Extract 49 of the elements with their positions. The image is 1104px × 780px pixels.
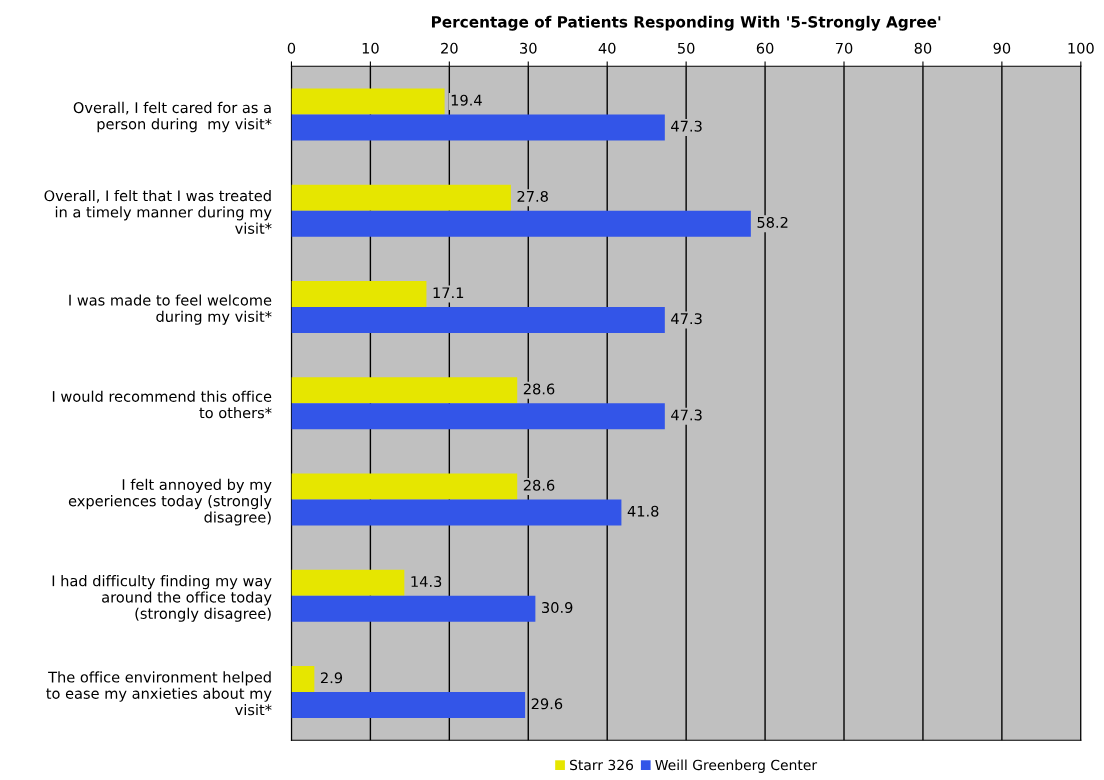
y-tick-label: I would recommend this office to others* bbox=[52, 390, 272, 419]
x-tick-label: 90 bbox=[993, 42, 1011, 54]
data-label: 47.3 bbox=[671, 409, 702, 421]
bar bbox=[291, 666, 315, 693]
bar bbox=[291, 595, 536, 622]
y-tick-label: I had difficulty finding my way around the office today (strongly disagree) bbox=[52, 575, 272, 622]
bar bbox=[291, 377, 518, 404]
legend-label: Weill Greenberg Center bbox=[655, 759, 818, 773]
bar bbox=[291, 692, 526, 719]
data-label: 14.3 bbox=[411, 576, 442, 588]
bar bbox=[291, 280, 427, 307]
data-label: 58.2 bbox=[757, 216, 788, 228]
data-label: 27.8 bbox=[517, 190, 548, 202]
data-label: 28.6 bbox=[523, 383, 555, 395]
x-tick-label: 30 bbox=[520, 42, 537, 54]
x-tick-label: 0 bbox=[287, 42, 296, 54]
chart-title: Percentage of Patients Responding With '5-Strongly Agree' bbox=[431, 15, 941, 31]
x-tick-label: 80 bbox=[914, 42, 932, 54]
data-label: 19.4 bbox=[451, 94, 482, 106]
y-tick-label: Overall, I felt cared for as a person during my visit* bbox=[73, 101, 272, 133]
data-label: 30.9 bbox=[542, 602, 573, 614]
x-tick-label: 60 bbox=[756, 42, 774, 54]
bar bbox=[291, 88, 445, 115]
bar bbox=[291, 184, 511, 211]
data-label: 28.6 bbox=[523, 479, 555, 491]
y-tick-label: I was made to feel welcome during my visit* bbox=[69, 294, 272, 325]
data-label: 29.6 bbox=[531, 698, 563, 710]
x-tick-label: 70 bbox=[835, 42, 853, 54]
x-tick-label: 100 bbox=[1068, 42, 1094, 54]
bar bbox=[291, 569, 405, 596]
data-label: 47.3 bbox=[671, 120, 702, 132]
y-tick-label: Overall, I felt that I was treated in a timely manner during my visit* bbox=[44, 189, 272, 234]
bar bbox=[291, 499, 622, 526]
data-label: 41.8 bbox=[627, 505, 659, 517]
bar bbox=[291, 114, 665, 141]
data-label: 17.1 bbox=[433, 287, 464, 299]
x-tick-label: 20 bbox=[441, 42, 458, 54]
legend-label: Starr 326 bbox=[569, 759, 634, 771]
data-label: 2.9 bbox=[320, 672, 343, 684]
x-tick-label: 50 bbox=[677, 42, 695, 54]
data-label: 47.3 bbox=[671, 313, 702, 325]
bar bbox=[291, 210, 751, 237]
x-tick-label: 40 bbox=[598, 42, 616, 54]
x-tick-label: 10 bbox=[362, 42, 379, 54]
y-tick-label: The office environment helped to ease my anxieties about my visit* bbox=[46, 671, 272, 716]
bar bbox=[291, 403, 665, 430]
y-tick-label: I felt annoyed by my experiences today (strongly disagree) bbox=[68, 478, 272, 526]
bar bbox=[291, 473, 518, 500]
bar bbox=[291, 306, 665, 333]
